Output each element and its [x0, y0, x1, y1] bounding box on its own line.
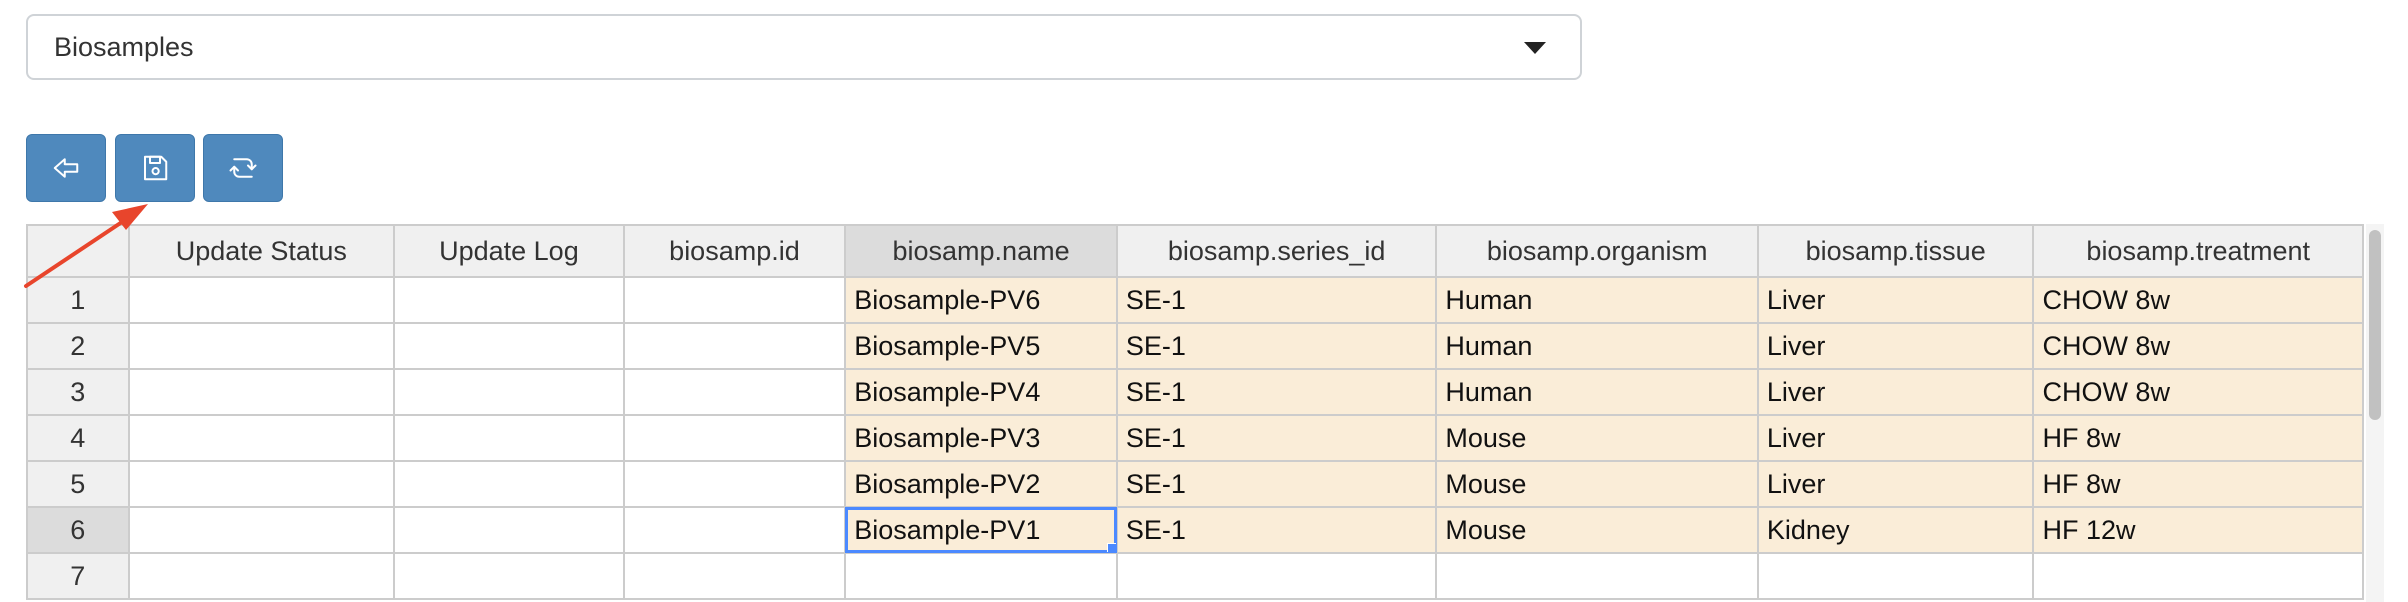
biosamp-series-id-cell[interactable]: SE-1 [1115, 322, 1438, 370]
biosamp-treatment-cell[interactable]: HF 8w [2032, 414, 2364, 462]
update-log-cell[interactable] [393, 552, 625, 600]
column-header[interactable]: biosamp.id [622, 224, 847, 278]
table-row: 7 [26, 552, 2364, 600]
refresh-icon [229, 158, 257, 178]
update-log-cell[interactable] [393, 276, 625, 324]
biosamp-id-cell[interactable] [622, 506, 847, 554]
column-header[interactable]: biosamp.series_id [1115, 224, 1438, 278]
back-button[interactable] [26, 134, 106, 202]
column-header[interactable]: biosamp.tissue [1756, 224, 2035, 278]
biosamp-id-cell[interactable] [622, 414, 847, 462]
column-header[interactable]: Update Log [393, 224, 625, 278]
biosamp-organism-cell[interactable]: Human [1435, 276, 1759, 324]
row-header[interactable]: 3 [26, 368, 130, 416]
column-header[interactable]: biosamp.organism [1435, 224, 1759, 278]
row-header[interactable]: 5 [26, 460, 130, 508]
corner-cell[interactable] [26, 224, 130, 278]
floppy-disk-icon [144, 155, 168, 181]
arrow-left-icon [53, 158, 79, 178]
update-status-cell[interactable] [127, 506, 396, 554]
biosamp-series-id-cell[interactable] [1115, 552, 1438, 600]
update-status-cell[interactable] [127, 552, 396, 600]
biosamp-name-cell[interactable]: Biosample-PV3 [844, 414, 1118, 462]
biosamp-name-cell[interactable]: Biosample-PV4 [844, 368, 1118, 416]
biosamp-series-id-cell[interactable]: SE-1 [1115, 460, 1438, 508]
biosamp-treatment-cell[interactable]: CHOW 8w [2032, 276, 2364, 324]
biosamp-tissue-cell[interactable]: Kidney [1756, 506, 2035, 554]
update-log-cell[interactable] [393, 322, 625, 370]
biosamp-name-value: Biosample-PV1 [854, 514, 1041, 545]
biosamp-tissue-cell[interactable]: Liver [1756, 414, 2035, 462]
scrollbar-thumb[interactable] [2369, 230, 2381, 420]
biosamp-name-cell[interactable]: Biosample-PV6 [844, 276, 1118, 324]
biosamp-series-id-cell[interactable]: SE-1 [1115, 506, 1438, 554]
selected-cell[interactable]: Biosample-PV1 [844, 506, 1118, 554]
column-header[interactable]: biosamp.treatment [2032, 224, 2364, 278]
selected-table-label: Biosamples [54, 32, 194, 62]
biosamp-id-cell[interactable] [622, 460, 847, 508]
table-row: 6 Biosample-PV1 SE-1 Mouse Kidney HF 12w [26, 506, 2364, 554]
update-log-cell[interactable] [393, 414, 625, 462]
biosamp-id-cell[interactable] [622, 322, 847, 370]
biosamp-id-cell[interactable] [622, 276, 847, 324]
biosamp-name-cell[interactable] [844, 552, 1118, 600]
column-header[interactable]: Update Status [127, 224, 396, 278]
biosamp-tissue-cell[interactable] [1756, 552, 2035, 600]
update-log-cell[interactable] [393, 506, 625, 554]
update-status-cell[interactable] [127, 276, 396, 324]
row-header[interactable]: 6 [26, 506, 130, 554]
biosamp-organism-cell[interactable]: Mouse [1435, 414, 1759, 462]
row-header[interactable]: 2 [26, 322, 130, 370]
data-table: Update Status Update Log biosamp.id bios… [26, 224, 2364, 600]
biosamp-name-cell[interactable]: Biosample-PV5 [844, 322, 1118, 370]
biosamp-organism-cell[interactable] [1435, 552, 1759, 600]
data-grid: Update Status Update Log biosamp.id bios… [26, 224, 2364, 602]
update-status-cell[interactable] [127, 368, 396, 416]
biosamp-organism-cell[interactable]: Human [1435, 368, 1759, 416]
biosamp-tissue-cell[interactable]: Liver [1756, 276, 2035, 324]
row-header[interactable]: 7 [26, 552, 130, 600]
table-row: 2 Biosample-PV5 SE-1 Human Liver CHOW 8w [26, 322, 2364, 370]
vertical-scrollbar[interactable] [2366, 224, 2384, 602]
biosamp-organism-cell[interactable]: Human [1435, 322, 1759, 370]
update-log-cell[interactable] [393, 460, 625, 508]
update-status-cell[interactable] [127, 460, 396, 508]
biosamp-treatment-cell[interactable]: CHOW 8w [2032, 368, 2364, 416]
biosamp-name-cell[interactable]: Biosample-PV2 [844, 460, 1118, 508]
biosamp-id-cell[interactable] [622, 552, 847, 600]
biosamp-series-id-cell[interactable]: SE-1 [1115, 276, 1438, 324]
biosamp-series-id-cell[interactable]: SE-1 [1115, 414, 1438, 462]
biosamp-treatment-cell[interactable]: CHOW 8w [2032, 322, 2364, 370]
column-header[interactable]: biosamp.name [844, 224, 1118, 278]
biosamp-treatment-cell[interactable]: HF 8w [2032, 460, 2364, 508]
header-row: Update Status Update Log biosamp.id bios… [26, 224, 2364, 278]
biosamp-tissue-cell[interactable]: Liver [1756, 368, 2035, 416]
refresh-button[interactable] [203, 134, 283, 202]
biosamp-tissue-cell[interactable]: Liver [1756, 322, 2035, 370]
row-header[interactable]: 1 [26, 276, 130, 324]
table-row: 5 Biosample-PV2 SE-1 Mouse Liver HF 8w [26, 460, 2364, 508]
save-button[interactable] [115, 134, 195, 202]
biosamp-id-cell[interactable] [622, 368, 847, 416]
row-header[interactable]: 4 [26, 414, 130, 462]
update-status-cell[interactable] [127, 322, 396, 370]
caret-down-icon [1524, 42, 1546, 54]
biosamp-organism-cell[interactable]: Mouse [1435, 460, 1759, 508]
biosamp-series-id-cell[interactable]: SE-1 [1115, 368, 1438, 416]
biosamp-treatment-cell[interactable]: HF 12w [2032, 506, 2364, 554]
biosamp-tissue-cell[interactable]: Liver [1756, 460, 2035, 508]
biosamp-treatment-cell[interactable] [2032, 552, 2364, 600]
update-status-cell[interactable] [127, 414, 396, 462]
table-row: 3 Biosample-PV4 SE-1 Human Liver CHOW 8w [26, 368, 2364, 416]
table-selector-dropdown[interactable]: Biosamples [26, 14, 1582, 80]
update-log-cell[interactable] [393, 368, 625, 416]
table-row: 1 Biosample-PV6 SE-1 Human Liver CHOW 8w [26, 276, 2364, 324]
biosamp-organism-cell[interactable]: Mouse [1435, 506, 1759, 554]
table-row: 4 Biosample-PV3 SE-1 Mouse Liver HF 8w [26, 414, 2364, 462]
fill-handle[interactable] [1106, 543, 1115, 551]
